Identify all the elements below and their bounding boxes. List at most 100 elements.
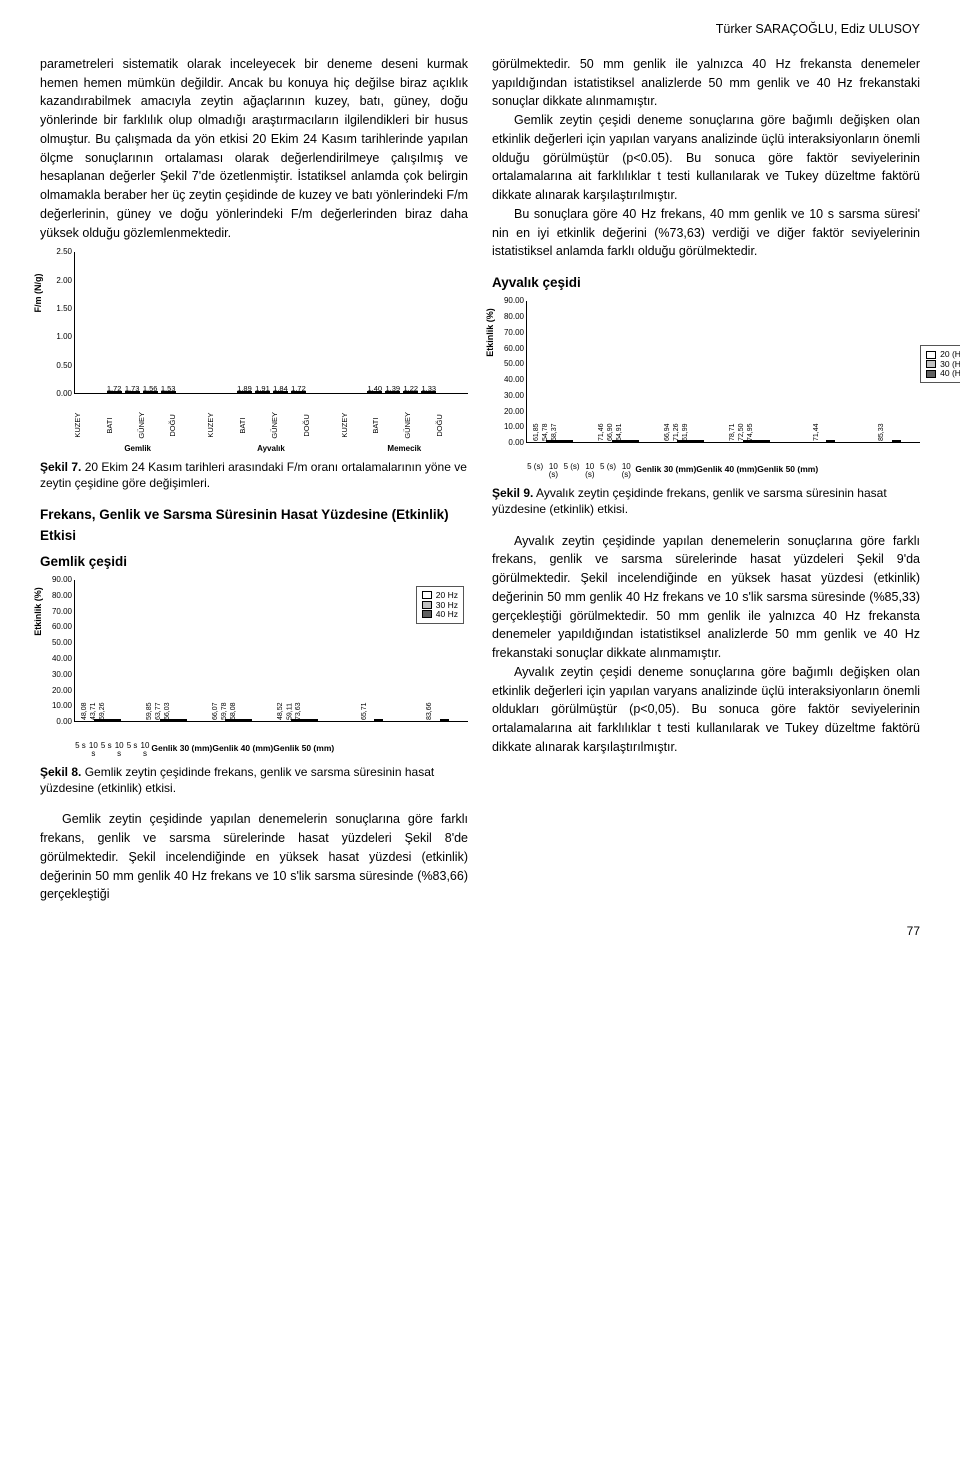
chart-bar-value: 43,71 — [90, 703, 99, 721]
legend-swatch — [422, 610, 432, 618]
chart8-ylabel: Etkinlik (%) — [34, 587, 43, 636]
chart-bar-value: 66,03 — [164, 703, 173, 721]
authors-line: Türker SARAÇOĞLU, Ediz ULUSOY — [40, 20, 920, 39]
chart-bar: 58,08 — [243, 719, 252, 721]
legend-label: 20 Hz — [436, 591, 458, 600]
chart-bar-value: 65,71 — [361, 703, 370, 721]
chart7-ytick: 1.50 — [56, 305, 72, 313]
caption-fig7: Şekil 7. 20 Ekim 24 Kasım tarihleri aras… — [40, 459, 468, 491]
chart7-group-label: Ayvalık — [207, 445, 334, 453]
chart7-bar: 1,33 — [421, 391, 436, 393]
chart-9-ayvalik: Etkinlik (%) 0.0010.0020.0030.0040.0050.… — [492, 301, 920, 479]
legend-label: 20 (Hz) — [940, 350, 960, 359]
caption-fig9: Şekil 9. Ayvalık zeytin çeşidinde frekan… — [492, 485, 920, 517]
chart-time-label: 5 s — [100, 740, 113, 758]
chart7-direction-label: KUZEY — [207, 412, 239, 441]
chart-ytick: 90.00 — [52, 576, 72, 584]
chart-ytick: 10.00 — [52, 702, 72, 710]
chart-bar: 85,33 — [892, 440, 901, 442]
chart7-direction-label: BATI — [372, 412, 404, 441]
chart7-direction-label: DOĞU — [436, 412, 468, 441]
chart-bar-value: 61,85 — [533, 424, 542, 442]
section-heading-8: Frekans, Genlik ve Sarsma Süresinin Hasa… — [40, 505, 468, 546]
chart-ytick: 20.00 — [504, 408, 524, 416]
chart-bar-value: 59,85 — [146, 703, 155, 721]
chart-7-fm-ratio: F/m (N/g) 0.000.501.001.502.002.50 1,721… — [40, 252, 468, 453]
chart-bar: 58,37 — [564, 440, 573, 442]
left-paragraph-8: Gemlik zeytin çeşidinde yapılan denemele… — [40, 810, 468, 904]
legend-row: 30 Hz — [422, 601, 458, 610]
chart7-direction-label: BATI — [239, 412, 271, 441]
chart-ytick: 40.00 — [52, 655, 72, 663]
chart-bar: 83,66 — [440, 719, 449, 721]
chart7-bar-value: 1,33 — [422, 385, 437, 393]
chart7-bar-value: 1,22 — [404, 385, 419, 393]
chart7-direction-label: GÜNEY — [271, 412, 303, 441]
legend-row: 40 (Hz) — [926, 369, 960, 378]
chart-genlik-label: Genlik 30 (mm) — [151, 742, 212, 758]
two-column-layout: parametreleri sistematik olarak inceleye… — [40, 55, 920, 904]
caption9-bold: Şekil 9. — [492, 486, 533, 500]
chart-bar-value: 48,52 — [277, 703, 286, 721]
chart-ytick: 50.00 — [52, 639, 72, 647]
chart8-legend: 20 Hz30 Hz40 Hz — [416, 586, 464, 624]
chart-ytick: 80.00 — [52, 592, 72, 600]
chart-bar: 59,26 — [112, 719, 121, 721]
chart-time-label: 5 s — [74, 740, 87, 758]
chart-bar: 66,03 — [178, 719, 187, 721]
chart-bar-value: 64,91 — [616, 424, 625, 442]
chart-ytick: 0.00 — [56, 718, 72, 726]
chart7-bar: 1,91 — [255, 391, 270, 393]
chart-time-label: 5 (s) — [599, 461, 617, 479]
chart-ytick: 60.00 — [52, 623, 72, 631]
chart7-bar-value: 1,91 — [255, 385, 270, 393]
chart-time-label: 10 s — [87, 740, 100, 758]
right-paragraph-4: Ayvalık zeytin çeşidinde yapılan denemel… — [492, 532, 920, 663]
caption-fig8: Şekil 8. Gemlik zeytin çeşidinde frekans… — [40, 764, 468, 796]
chart-time-label: 10 (s) — [581, 461, 599, 479]
caption7-text: 20 Ekim 24 Kasım tarihleri arasındaki F/… — [40, 460, 467, 490]
chart7-direction-label: DOĞU — [169, 412, 201, 441]
chart7-bar: 1,22 — [403, 391, 418, 393]
chart7-bar-value: 1,84 — [273, 385, 288, 393]
chart7-group-label: Gemlik — [74, 445, 201, 453]
chart7-bar: 1,73 — [125, 391, 140, 393]
chart-time-label: 10 (s) — [617, 461, 635, 479]
chart7-direction-label: DOĞU — [303, 412, 335, 441]
right-paragraph-3: Bu sonuçlara göre 40 Hz frekans, 40 mm g… — [492, 205, 920, 261]
legend-label: 40 Hz — [436, 610, 458, 619]
chart-ytick: 20.00 — [52, 687, 72, 695]
chart7-ytick: 2.00 — [56, 277, 72, 285]
chart7-bar-value: 1,56 — [143, 385, 158, 393]
chart-bar-value: 58,37 — [551, 424, 560, 442]
chart9-legend: 20 (Hz)30 (Hz)40 (Hz) — [920, 345, 960, 383]
legend-swatch — [422, 591, 432, 599]
chart-time-label: 10 (s) — [544, 461, 562, 479]
legend-label: 30 (Hz) — [940, 360, 960, 369]
chart-ytick: 70.00 — [504, 329, 524, 337]
chart-ytick: 60.00 — [504, 345, 524, 353]
chart7-bar: 1,53 — [161, 391, 176, 393]
chart-genlik-label: Genlik 40 (mm) — [212, 742, 273, 758]
chart7-bar-value: 1,89 — [237, 385, 252, 393]
chart-ytick: 90.00 — [504, 297, 524, 305]
chart-bar-value: 66,07 — [212, 703, 221, 721]
chart7-bar: 1,39 — [385, 391, 400, 393]
chart7-bar: 1,72 — [107, 391, 122, 393]
chart-time-label: 5 s — [126, 740, 139, 758]
chart-genlik-label: Genlik 40 (mm) — [696, 463, 757, 479]
chart-ytick: 70.00 — [52, 608, 72, 616]
chart-ytick: 0.00 — [508, 439, 524, 447]
chart-bar-value: 71,46 — [598, 424, 607, 442]
chart9-ylabel: Etkinlik (%) — [486, 308, 495, 357]
chart7-ytick: 1.00 — [56, 333, 72, 341]
right-column: görülmektedir. 50 mm genlik ile yalnızca… — [492, 55, 920, 904]
legend-row: 40 Hz — [422, 610, 458, 619]
chart7-bar-value: 1,73 — [125, 385, 140, 393]
caption8-text: Gemlik zeytin çeşidinde frekans, genlik … — [40, 765, 434, 795]
chart-bar-value: 85,33 — [878, 424, 887, 442]
chart-ytick: 30.00 — [52, 671, 72, 679]
legend-row: 20 Hz — [422, 591, 458, 600]
chart-ytick: 40.00 — [504, 376, 524, 384]
chart7-bar: 1,84 — [273, 391, 288, 393]
